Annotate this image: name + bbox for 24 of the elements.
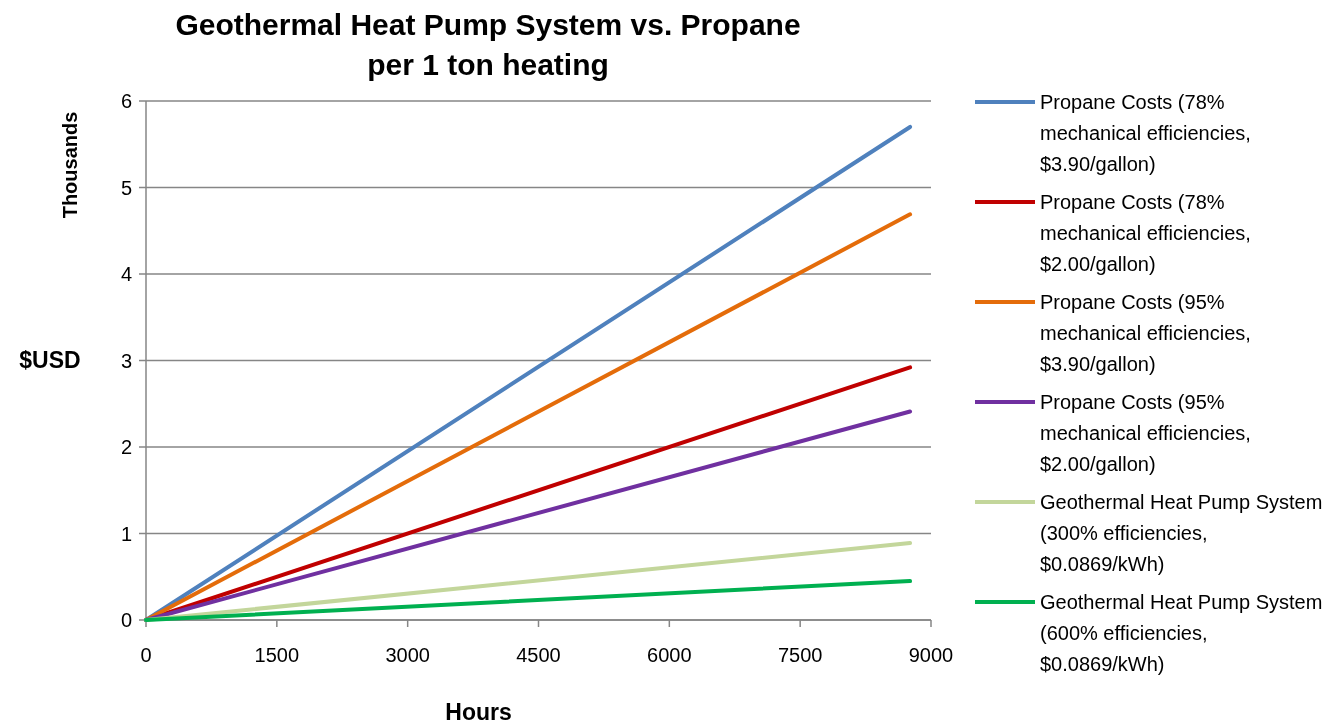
y-tick-label: 3 <box>120 349 132 372</box>
text: Thousands <box>59 111 81 219</box>
y-axis-title: $USD <box>19 347 81 373</box>
x-tick-label: 6000 <box>647 644 692 666</box>
legend-label: Propane Costs (78% mechanical efficiencies, $3.90/gallon) <box>1040 91 1251 175</box>
x-axis-title: Hours <box>445 699 512 725</box>
x-tick-label: 7500 <box>777 644 823 666</box>
legend-label: Propane Costs (95% mechanical efficiencies, $2.00/gallon) <box>1040 391 1251 475</box>
x-tick-label: 9000 <box>908 644 954 666</box>
x-tick-label: 0 <box>140 644 152 666</box>
y-tick-label: 6 <box>120 90 132 112</box>
y-tick-label: 5 <box>120 176 132 199</box>
x-tick-label: 1500 <box>254 644 300 666</box>
legend-label: Geothermal Heat Pump System (600% efficiencies, $0.0869/kWh) <box>1040 591 1323 675</box>
legend-label: Geothermal Heat Pump System (300% efficiencies, $0.0869/kWh) <box>1040 491 1323 575</box>
y-tick-label: 1 <box>120 522 132 545</box>
x-tick-label: 4500 <box>516 644 561 666</box>
y-tick-label: 4 <box>120 263 132 285</box>
legend-label: Propane Costs (78% mechanical efficiencies, $2.00/gallon) <box>1040 191 1251 275</box>
legend-label: Propane Costs (95% mechanical efficiencies, $3.90/gallon) <box>1040 291 1251 375</box>
x-tick-label: 3000 <box>385 644 430 666</box>
chart-title: Geothermal Heat Pump System vs. Propane per 1 ton heating <box>175 8 801 81</box>
y-tick-label: 2 <box>120 436 132 458</box>
y-tick-label: 0 <box>120 609 132 631</box>
